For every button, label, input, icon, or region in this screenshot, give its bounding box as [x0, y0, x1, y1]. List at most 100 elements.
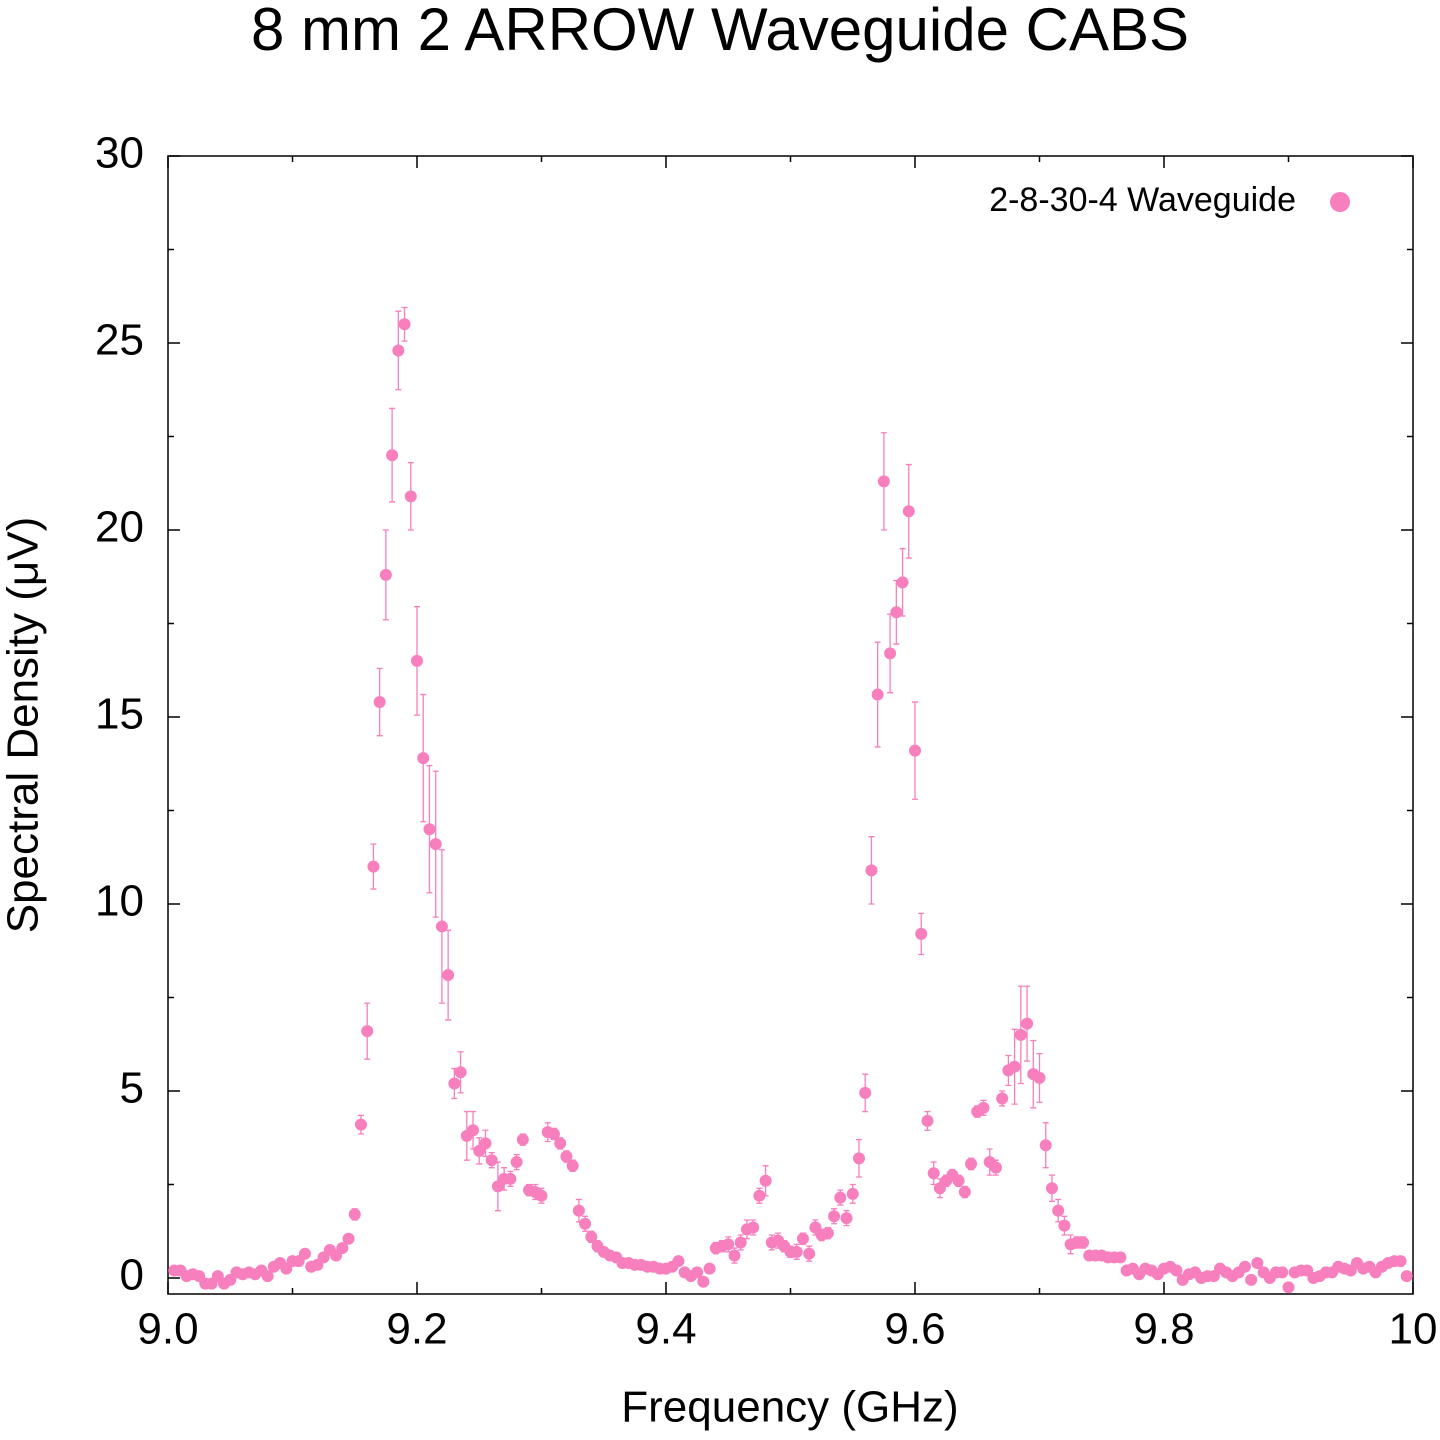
- data-point: [485, 1154, 498, 1167]
- data-point: [672, 1255, 685, 1268]
- data-point: [1114, 1251, 1127, 1264]
- data-point: [846, 1187, 859, 1200]
- data-point: [547, 1128, 560, 1141]
- plot-frame: [167, 155, 1414, 1295]
- data-point: [691, 1266, 704, 1279]
- y-tick-label: 20: [95, 503, 144, 552]
- data-point: [342, 1232, 355, 1245]
- data-point: [890, 606, 903, 619]
- data-point: [566, 1159, 579, 1172]
- data-point: [697, 1275, 710, 1288]
- data-point: [896, 576, 909, 589]
- data-point: [734, 1236, 747, 1249]
- data-point: [790, 1245, 803, 1258]
- data-point: [1052, 1204, 1065, 1217]
- y-tick-label: 0: [120, 1251, 144, 1300]
- data-point: [392, 344, 405, 357]
- data-point: [747, 1221, 760, 1234]
- data-point: [516, 1133, 529, 1146]
- data-point: [411, 654, 423, 667]
- data-point: [1014, 1028, 1027, 1041]
- data-point: [367, 860, 380, 873]
- x-tick-label: 9.6: [884, 1305, 945, 1354]
- y-tick-label: 10: [95, 877, 144, 926]
- y-tick-label: 15: [95, 690, 144, 739]
- data-point: [404, 490, 417, 503]
- x-axis-label: Frequency (GHz): [621, 1383, 958, 1432]
- data-point: [877, 475, 890, 488]
- data-point: [1400, 1270, 1413, 1283]
- data-point: [865, 864, 878, 877]
- data-point: [871, 688, 884, 701]
- data-point: [504, 1172, 517, 1185]
- data-point: [1282, 1281, 1295, 1294]
- data-point: [965, 1157, 978, 1170]
- data-point: [840, 1212, 853, 1225]
- data-point: [1394, 1255, 1407, 1268]
- data-point: [467, 1124, 480, 1137]
- data-point: [572, 1204, 585, 1217]
- data-point: [722, 1238, 735, 1251]
- data-point: [1077, 1236, 1090, 1249]
- data-point: [728, 1249, 741, 1262]
- data-point: [442, 969, 455, 982]
- data-point: [448, 1077, 461, 1090]
- data-point: [952, 1174, 965, 1187]
- data-point: [479, 1137, 492, 1150]
- data-point: [852, 1152, 865, 1165]
- legend-label: 2-8-30-4 Waveguide: [989, 181, 1296, 219]
- data-point: [585, 1230, 598, 1243]
- data-point: [379, 568, 392, 581]
- data-point: [996, 1092, 1009, 1105]
- data-point: [859, 1086, 872, 1099]
- data-point: [429, 838, 442, 851]
- data-point: [1008, 1060, 1021, 1073]
- data-point: [361, 1025, 374, 1038]
- data-point: [1276, 1266, 1289, 1279]
- data-point: [373, 696, 386, 709]
- data-point: [454, 1066, 467, 1079]
- data-point: [1251, 1257, 1264, 1270]
- data-point: [1033, 1071, 1046, 1084]
- data-point: [1170, 1264, 1183, 1277]
- data-point: [348, 1208, 361, 1221]
- x-tick-label: 9.2: [386, 1305, 447, 1354]
- data-point: [1058, 1219, 1071, 1232]
- data-point: [386, 449, 399, 462]
- data-point: [753, 1189, 766, 1202]
- x-tick-label: 10: [1389, 1305, 1438, 1354]
- data-point: [921, 1114, 934, 1127]
- data-point: [554, 1137, 567, 1150]
- data-point: [759, 1174, 772, 1187]
- data-point: [417, 752, 430, 765]
- data-point: [1039, 1139, 1052, 1152]
- data-point: [354, 1118, 367, 1131]
- data-point: [803, 1247, 816, 1260]
- data-point: [796, 1232, 809, 1245]
- data-point: [1021, 1017, 1034, 1030]
- data-point: [977, 1101, 990, 1114]
- data-point: [510, 1156, 523, 1169]
- chart-title: 8 mm 2 ARROW Waveguide CABS: [251, 0, 1189, 63]
- data-point: [579, 1217, 592, 1230]
- data-point: [1045, 1182, 1058, 1195]
- data-point: [1245, 1273, 1258, 1286]
- data-point: [336, 1242, 349, 1255]
- x-tick-label: 9.4: [635, 1305, 696, 1354]
- data-point: [423, 823, 436, 836]
- data-point: [398, 318, 411, 331]
- x-tick-label: 9.8: [1133, 1305, 1194, 1354]
- data-point: [560, 1150, 573, 1163]
- data-point: [828, 1210, 841, 1223]
- data-point: [703, 1262, 716, 1275]
- data-point: [884, 647, 897, 660]
- data-point: [958, 1185, 971, 1198]
- x-tick-label: 9.0: [137, 1305, 198, 1354]
- data-point: [927, 1167, 940, 1180]
- y-tick-label: 25: [95, 316, 144, 365]
- data-point: [435, 920, 448, 933]
- data-point: [909, 744, 921, 757]
- y-tick-label: 30: [95, 129, 144, 178]
- data-point: [902, 505, 915, 518]
